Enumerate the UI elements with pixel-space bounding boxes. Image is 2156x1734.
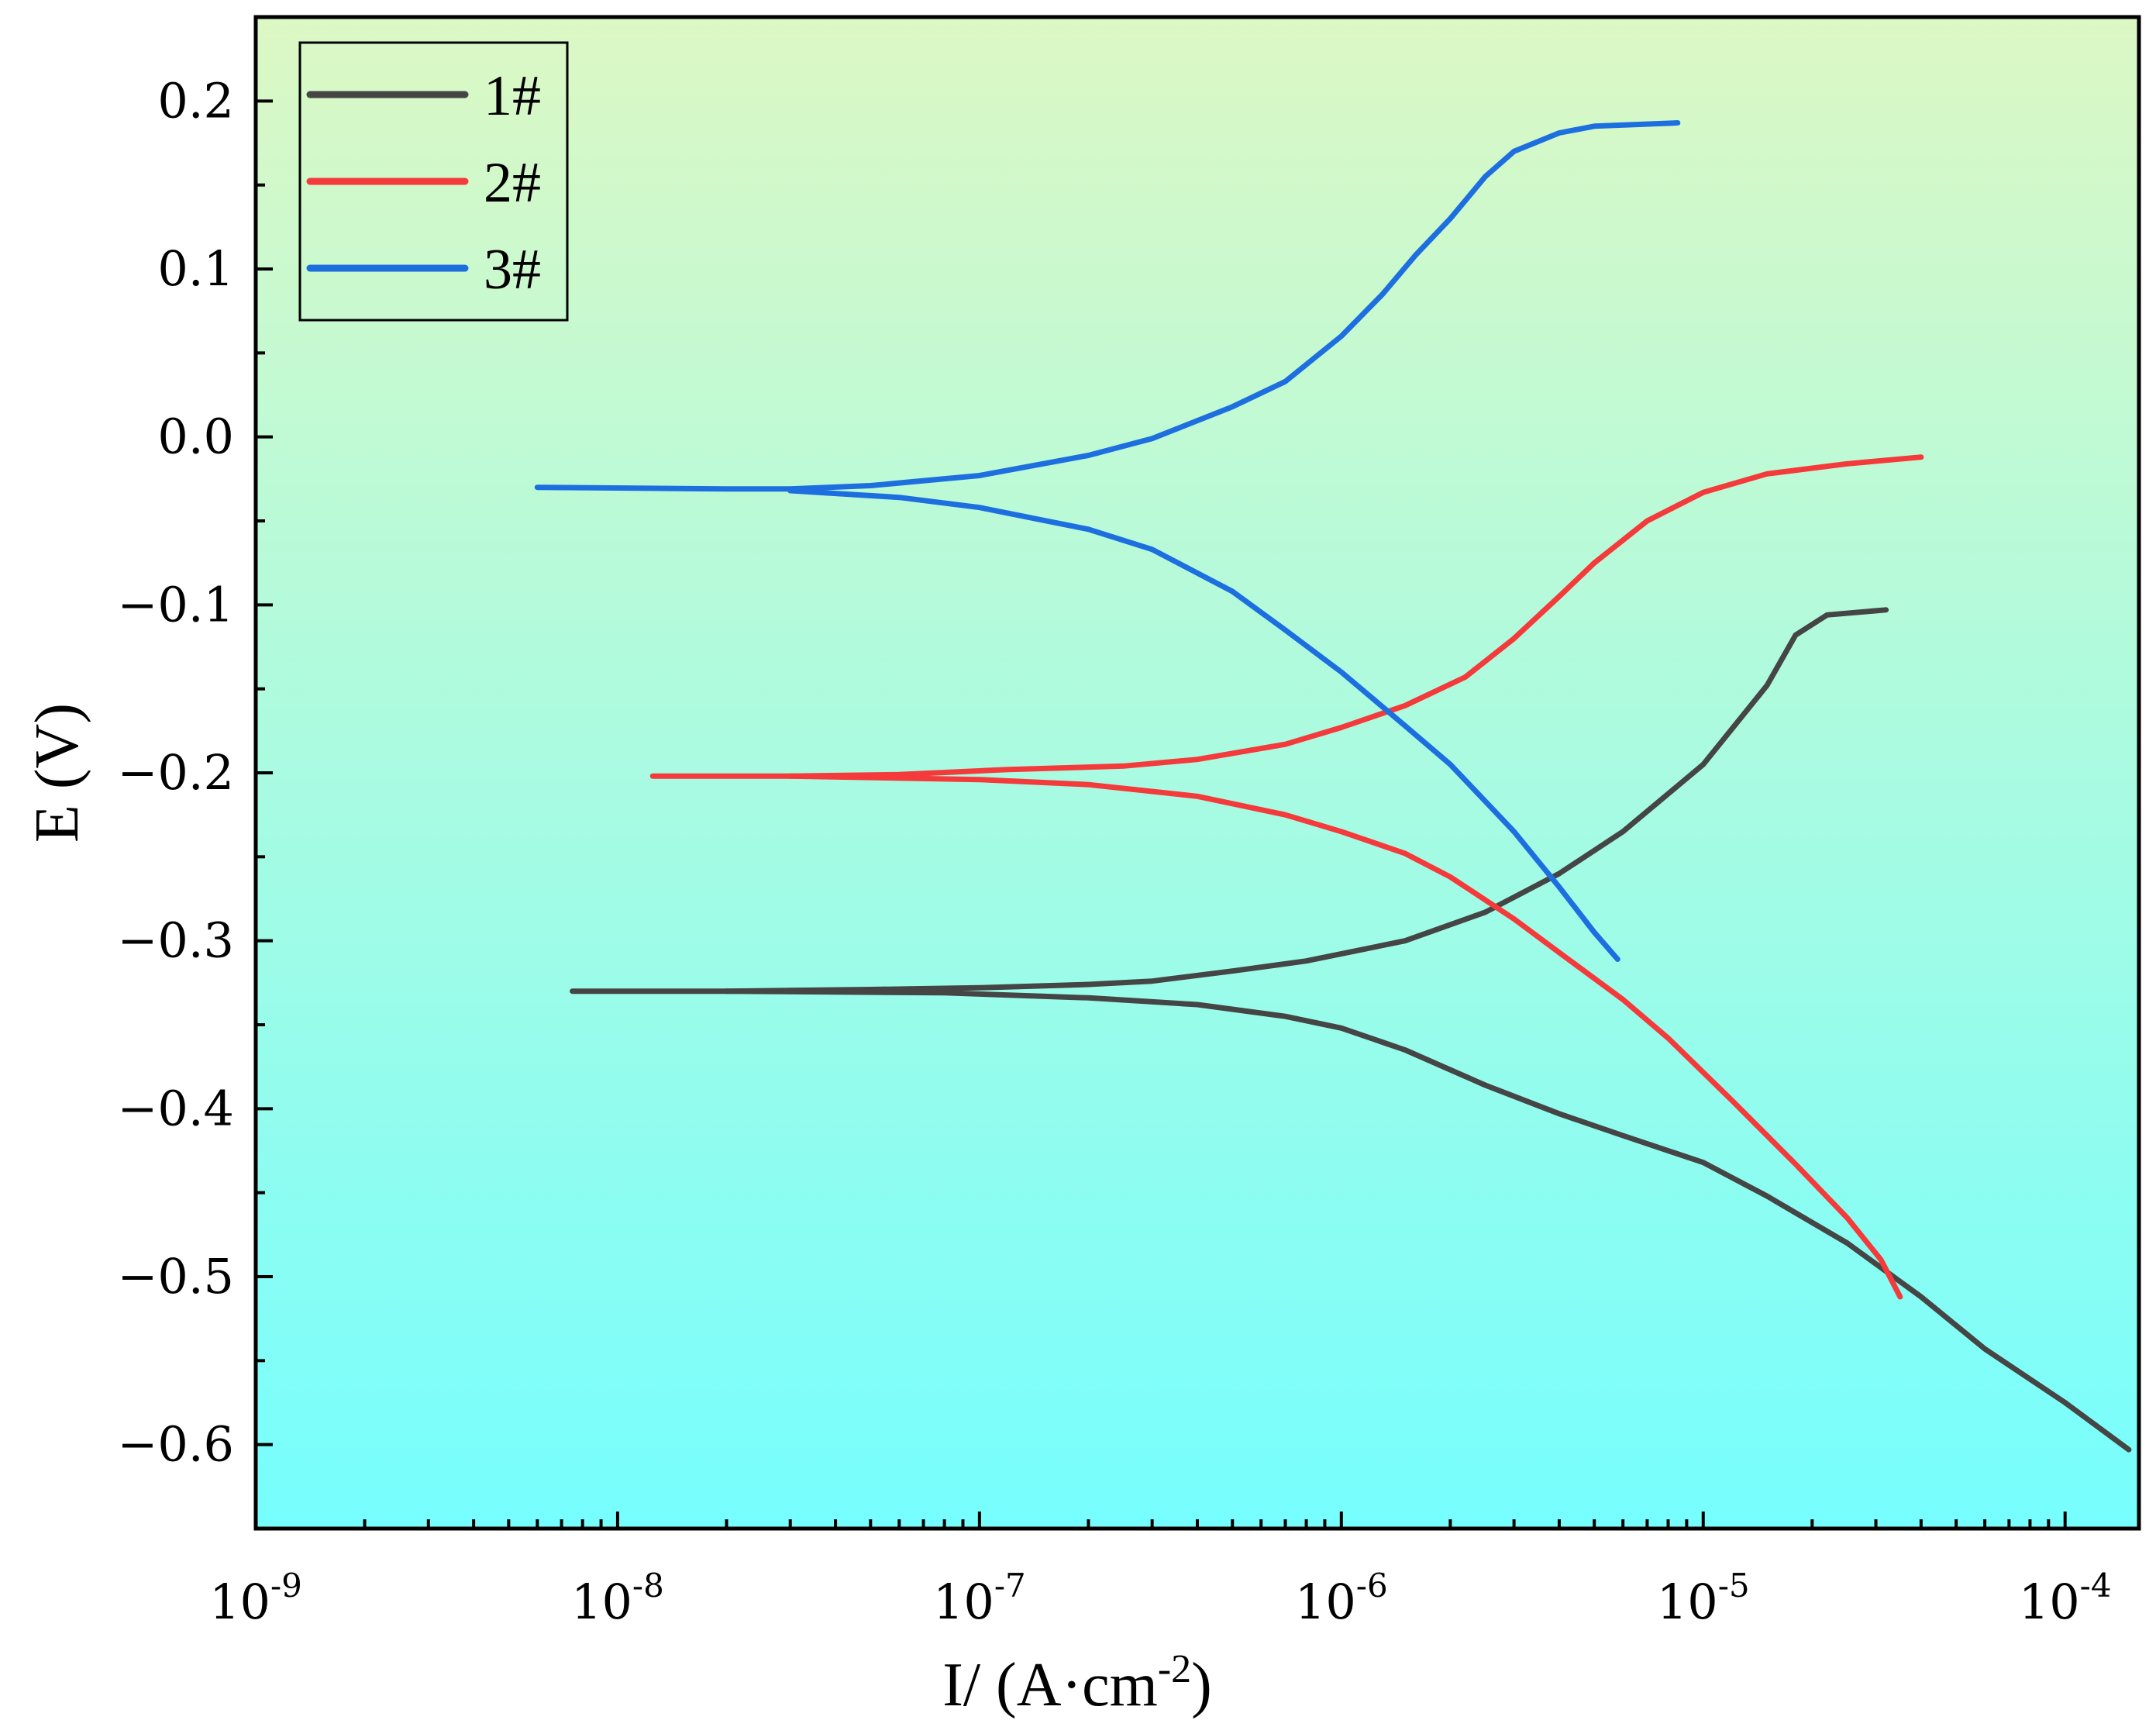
series-2-cathodic-line bbox=[787, 773, 1903, 1300]
x-tick-label: 10-4 bbox=[2019, 1567, 2112, 1630]
x-tick-label: 10-7 bbox=[933, 1567, 1026, 1630]
y-tick-label: −0.6 bbox=[117, 1416, 234, 1473]
legend-box bbox=[298, 41, 569, 322]
x-tick-labels: 10-9 10-8 10-7 10-6 10-5 10-4 bbox=[209, 1567, 2112, 1630]
legend-label-1: 1# bbox=[484, 64, 541, 128]
series-1-anodic-line bbox=[570, 607, 1889, 995]
series-2-anodic-line bbox=[649, 454, 1924, 779]
series-1-cathodic-line bbox=[724, 988, 2132, 1453]
y-tick-label: −0.3 bbox=[117, 912, 234, 969]
plot-frame bbox=[253, 15, 2141, 1531]
series-3-cathodic-line bbox=[787, 488, 1620, 962]
y-tick-label: −0.4 bbox=[117, 1080, 234, 1136]
x-axis-title: I/ (A·cm-2) bbox=[942, 1647, 1212, 1719]
x-tick-label: 10-9 bbox=[209, 1567, 302, 1630]
y-tick-label: −0.5 bbox=[117, 1248, 234, 1305]
plot-background bbox=[256, 17, 2139, 1529]
y-tick-label: 0.2 bbox=[157, 72, 234, 129]
y-tick-labels: 0.2 0.1 0.0 −0.1 −0.2 −0.3 −0.4 −0.5 −0.6 bbox=[117, 72, 234, 1472]
x-tick-label: 10-6 bbox=[1295, 1567, 1388, 1630]
legend-label-3: 3# bbox=[484, 238, 541, 302]
y-tick-label: 0.0 bbox=[157, 409, 234, 465]
y-tick-label: −0.1 bbox=[117, 576, 234, 633]
data-curves bbox=[534, 120, 2132, 1453]
y-axis-title: E (V) bbox=[23, 703, 91, 843]
series-3-anodic-line bbox=[534, 120, 1681, 492]
x-tick-label: 10-5 bbox=[1657, 1567, 1750, 1630]
y-tick-label: −0.2 bbox=[117, 744, 234, 801]
legend-label-2: 2# bbox=[484, 151, 541, 215]
x-tick-label: 10-8 bbox=[571, 1567, 664, 1630]
legend: 1# 2# 3# bbox=[298, 41, 569, 322]
y-tick-label: 0.1 bbox=[157, 240, 234, 297]
